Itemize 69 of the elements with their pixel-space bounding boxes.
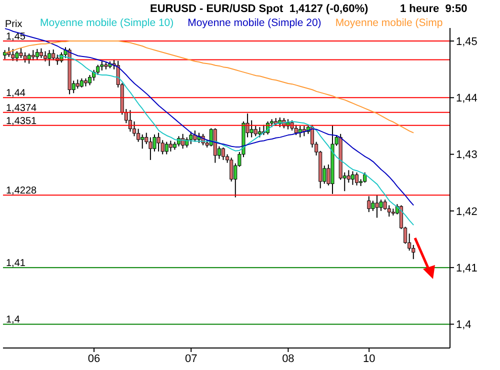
ref-line-label: 1,4374	[6, 102, 38, 114]
ref-line-label: 1,4	[6, 314, 20, 326]
candlestick	[168, 140, 172, 152]
candlestick	[140, 134, 144, 150]
candlestick	[250, 120, 254, 138]
candlestick	[294, 124, 298, 136]
line-series	[4, 40, 414, 134]
line-series	[57, 55, 414, 226]
y-tick-label: 1,44	[456, 92, 478, 105]
ref-line-label: 1,45	[6, 32, 26, 43]
y-tick-label: 1,43	[456, 149, 478, 162]
candlestick	[355, 172, 359, 186]
text: Moyenne mobile (Simp	[335, 17, 443, 29]
candlestick	[31, 50, 35, 61]
candlestick	[387, 204, 391, 218]
candlestick	[3, 50, 7, 60]
x-tick-label: 08	[282, 352, 294, 365]
candlestick	[19, 47, 23, 59]
candlestick	[367, 196, 371, 213]
text: Moyenne mobile (Simple 10)	[40, 17, 174, 29]
ref-line-label: 1,44	[6, 88, 26, 100]
chart-subtitle: 1 heure 9:50	[400, 3, 468, 15]
candlestick	[44, 50, 48, 62]
candlestick	[7, 46, 11, 58]
candlestick	[193, 130, 197, 142]
candlestick	[230, 157, 234, 182]
candlestick	[39, 48, 43, 59]
candlestick	[181, 133, 185, 150]
candlestick	[254, 125, 258, 137]
candlestick	[189, 131, 193, 145]
ref-line-label: 1,4228	[6, 186, 38, 197]
ref-line-label: 1,4351	[6, 116, 38, 127]
candlestick	[80, 78, 84, 88]
candlestick	[100, 60, 104, 71]
y-tick-label: 1,42	[456, 206, 478, 218]
x-tick-label: 06	[88, 352, 100, 365]
candlestick	[23, 52, 27, 64]
candlestick	[132, 120, 136, 137]
ref-line-label: 1,41	[6, 258, 26, 270]
candlestick	[346, 170, 350, 184]
line-series	[4, 28, 414, 206]
x-tick-label: 07	[184, 352, 198, 365]
candlestick	[76, 79, 80, 90]
candlestick	[156, 132, 160, 152]
candlestick	[52, 49, 56, 61]
candlestick	[258, 126, 262, 138]
candlestick	[375, 194, 379, 218]
y-tick-label: 1,4	[456, 319, 472, 332]
candlestick	[164, 141, 168, 155]
candlestick	[222, 147, 226, 160]
candlestick	[148, 136, 152, 160]
x-tick-label: 10	[362, 352, 376, 365]
candlestick	[144, 132, 148, 145]
candlestick	[310, 124, 314, 148]
y-tick-label: 1,45	[456, 36, 478, 48]
candlestick	[128, 110, 132, 132]
y-tick-label: 1,41	[456, 262, 478, 274]
candlestick	[160, 140, 164, 155]
candlestick	[15, 50, 19, 62]
chart-title: EURUSD - EUR/USD Spot 1,4127 (-0,60%)	[150, 3, 368, 15]
candlestick	[48, 50, 52, 66]
candlestick	[27, 52, 31, 64]
candlestick	[350, 170, 354, 186]
y-axis-title: Prix	[5, 19, 22, 30]
text: Moyenne mobile (Simple 20)	[188, 17, 322, 29]
candlestick	[88, 74, 92, 86]
candlestick	[35, 48, 39, 60]
candlestick	[11, 48, 15, 62]
candlestick	[363, 172, 367, 184]
